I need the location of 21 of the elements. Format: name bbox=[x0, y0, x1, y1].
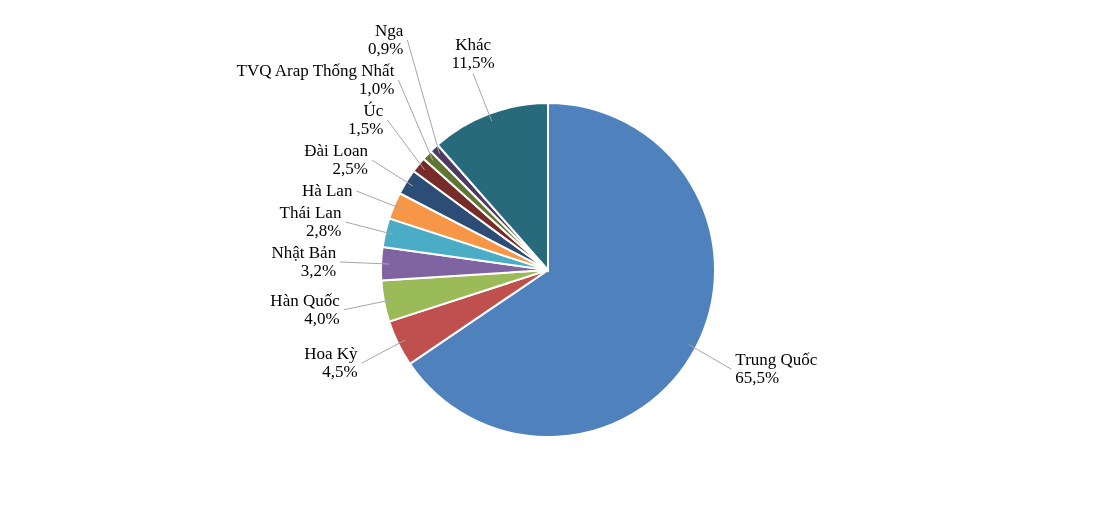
slice-label: Khác bbox=[455, 34, 492, 54]
slice-label: Úc bbox=[363, 101, 384, 120]
slice-label: Thái Lan bbox=[279, 203, 342, 223]
slice-label: Trung Quốc bbox=[735, 350, 818, 370]
slice-label: Nga bbox=[375, 21, 404, 40]
data-label: 4,5% bbox=[322, 362, 358, 382]
slice-label: TVQ Arap Thống Nhất bbox=[236, 61, 395, 80]
slice-label: Đài Loan bbox=[304, 141, 369, 160]
data-label: 1,5% bbox=[347, 119, 384, 138]
data-label: 2,8% bbox=[305, 221, 342, 241]
slice-label: Hoa Kỳ bbox=[304, 344, 359, 364]
data-label: 2,5% bbox=[332, 159, 368, 178]
data-label: 11,5% bbox=[451, 52, 495, 72]
slice-label: Hà Lan bbox=[301, 181, 353, 200]
data-label: 3,2% bbox=[300, 261, 337, 281]
data-label: 0,9% bbox=[367, 39, 404, 58]
slice-label: Hàn Quốc bbox=[270, 290, 341, 310]
data-label: 1,0% bbox=[358, 79, 395, 98]
data-label: 65,5% bbox=[735, 368, 780, 388]
data-label: 4,0% bbox=[304, 308, 340, 328]
slice-label: Nhật Bản bbox=[271, 243, 337, 263]
